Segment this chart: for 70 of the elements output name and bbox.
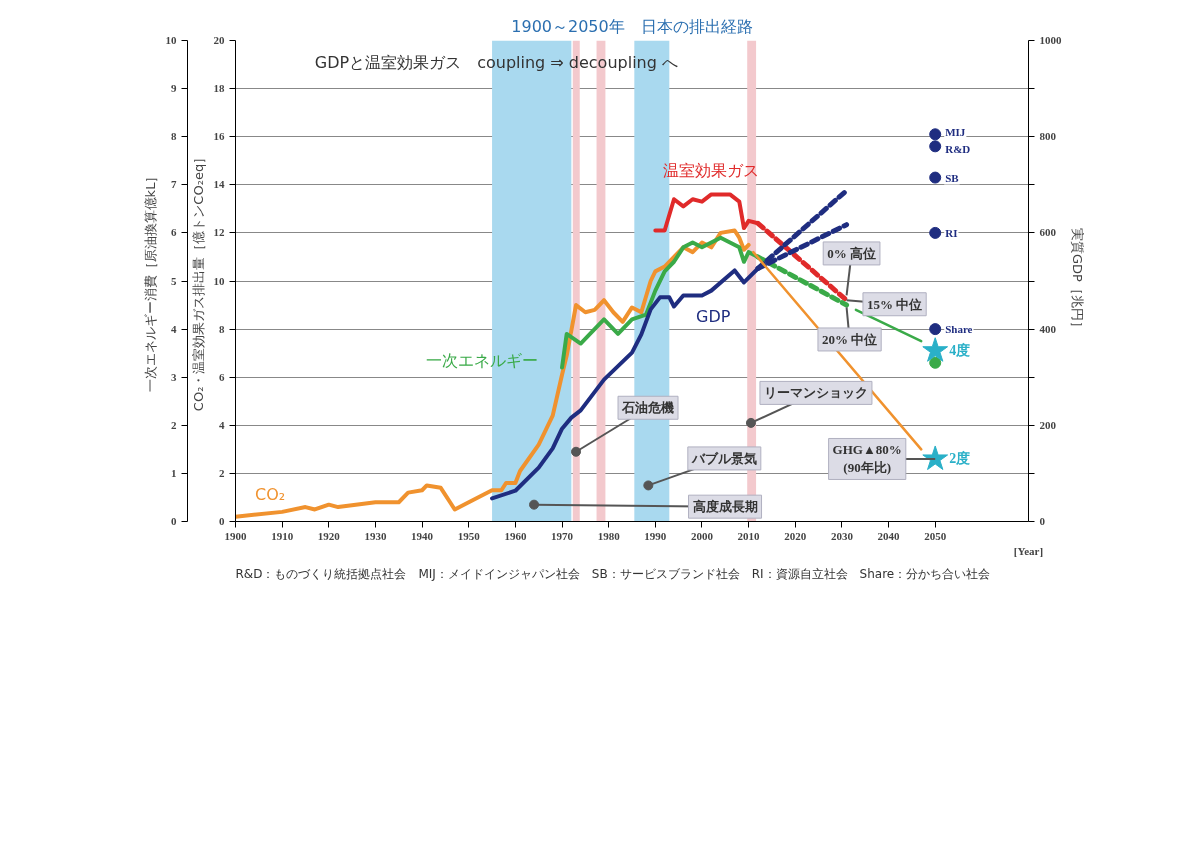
x-tick-label: 2000 bbox=[690, 529, 714, 542]
annotation: 高度成長期 bbox=[692, 499, 758, 515]
y2-tick-label: 0 bbox=[1039, 515, 1046, 527]
y3-tick-label: 2 bbox=[171, 418, 177, 431]
annotation: リーマンショック bbox=[763, 385, 868, 401]
series-label: SB bbox=[945, 171, 960, 184]
x-tick-label: 2010 bbox=[737, 529, 761, 542]
y3-tick-label: 7 bbox=[171, 178, 177, 191]
x-axis-title: [Year] bbox=[1013, 544, 1044, 557]
y-tick-label: 12 bbox=[213, 226, 225, 239]
y-tick-label: 20 bbox=[213, 34, 225, 46]
y2-tick-label: 400 bbox=[1039, 322, 1057, 335]
y3-tick-label: 10 bbox=[165, 34, 177, 46]
y2-tick-label: 200 bbox=[1039, 418, 1057, 431]
y2-tick-label: 1000 bbox=[1039, 34, 1062, 46]
y3-tick-label: 0 bbox=[171, 515, 177, 527]
x-tick-label: 2030 bbox=[830, 529, 854, 542]
y-tick-label: 8 bbox=[219, 322, 225, 335]
annotation: 20% 中位 bbox=[821, 331, 878, 347]
x-tick-label: 1970 bbox=[551, 529, 574, 542]
annotation: 石油危機 bbox=[621, 400, 675, 416]
y-tick-label: 16 bbox=[213, 130, 225, 143]
annotation: 15% 中位 bbox=[866, 296, 923, 312]
y3-tick-label: 4 bbox=[171, 322, 177, 335]
x-tick-label: 1960 bbox=[504, 529, 527, 542]
y-tick-label: 4 bbox=[219, 418, 225, 431]
y2-axis-title: 実質GDP［兆円］ bbox=[1069, 228, 1085, 334]
x-tick-label: 1930 bbox=[364, 529, 387, 542]
y3-tick-label: 5 bbox=[171, 274, 177, 287]
y3-tick-label: 9 bbox=[171, 82, 177, 95]
y-tick-label: 0 bbox=[219, 515, 225, 527]
series-label: 温室効果ガス bbox=[663, 160, 760, 180]
text: R&D：ものづくり統括拠点社会 MIJ：メイドインジャパン社会 SB：サービスブランド社会 RI：資源自立社会 Share：分かち合い社会 bbox=[235, 566, 991, 581]
annotation: バブル景気 bbox=[690, 450, 757, 466]
series-label: RI bbox=[945, 226, 958, 239]
x-tick-label: 1910 bbox=[271, 529, 294, 542]
y-tick-label: 6 bbox=[219, 370, 225, 383]
y3-tick-label: 8 bbox=[171, 130, 177, 143]
x-tick-label: 1990 bbox=[644, 529, 667, 542]
series-label: GDP bbox=[696, 307, 731, 327]
x-tick-label: 1980 bbox=[597, 529, 621, 542]
y-tick-label: 18 bbox=[213, 82, 225, 95]
series-label: CO₂ bbox=[255, 485, 286, 505]
series-label: Share bbox=[945, 323, 973, 336]
annotation: 0% 高位 bbox=[827, 245, 876, 261]
y-axis-title: CO₂・温室効果ガス排出量［億トンCO₂eq］ bbox=[190, 150, 206, 412]
x-tick-label: 1950 bbox=[457, 529, 481, 542]
x-tick-label: 2020 bbox=[784, 529, 807, 542]
series-label: 一次エネルギー bbox=[426, 351, 539, 371]
x-tick-label: 2040 bbox=[877, 529, 901, 542]
chart-title: 1900～2050年 日本の排出経路 bbox=[511, 16, 753, 36]
series-label: R&D bbox=[945, 143, 971, 156]
y-tick-label: 2 bbox=[219, 466, 225, 479]
text: GDPと温室効果ガス coupling ⇒ decoupling へ bbox=[314, 52, 678, 72]
y3-axis-title: 一次エネルギー消費［原油換算億kL］ bbox=[142, 169, 158, 393]
y-tick-label: 10 bbox=[213, 274, 225, 287]
series-label: MIJ bbox=[945, 126, 966, 139]
series-label: 2度 bbox=[949, 450, 971, 467]
y2-tick-label: 800 bbox=[1039, 130, 1057, 143]
x-tick-label: 1920 bbox=[317, 529, 341, 542]
series-label: 4度 bbox=[949, 342, 971, 359]
y3-tick-label: 3 bbox=[171, 370, 177, 383]
x-tick-label: 1900 bbox=[224, 529, 247, 542]
x-tick-label: 2050 bbox=[924, 529, 947, 542]
y2-tick-label: 600 bbox=[1039, 226, 1057, 239]
y-tick-label: 14 bbox=[213, 178, 225, 191]
y3-tick-label: 6 bbox=[171, 226, 177, 239]
annotation: GHG▲80% (90年比) bbox=[832, 442, 902, 476]
y3-tick-label: 1 bbox=[171, 466, 177, 479]
x-tick-label: 1940 bbox=[411, 529, 434, 542]
